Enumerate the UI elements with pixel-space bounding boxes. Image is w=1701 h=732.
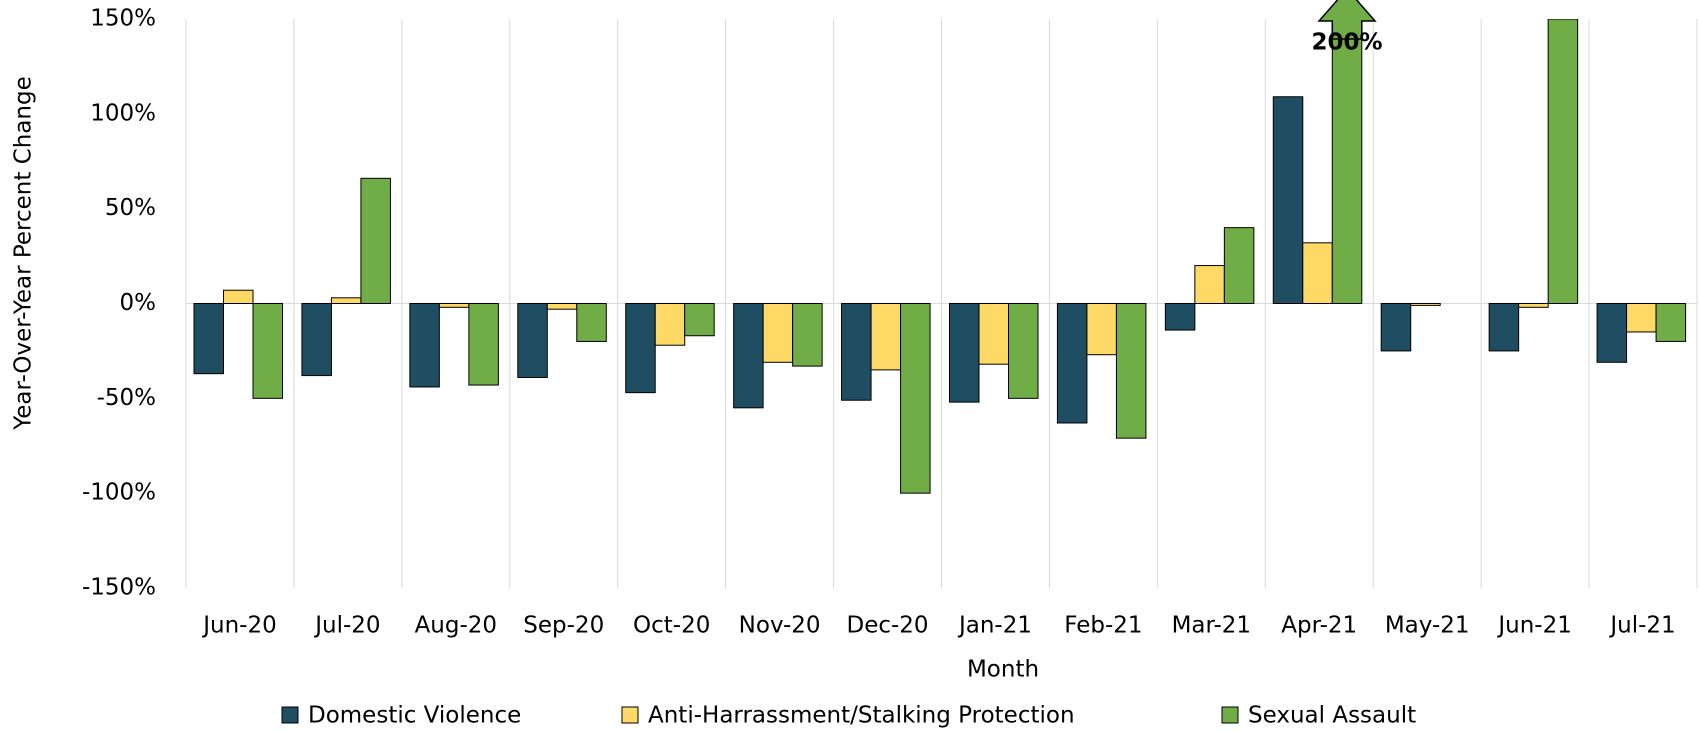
y-tick-label: 0% <box>120 290 157 316</box>
bar <box>1008 303 1039 399</box>
bar <box>1410 303 1441 306</box>
x-tick-label: Jan-21 <box>957 613 1032 639</box>
bar <box>576 303 607 342</box>
x-tick-label: May-21 <box>1385 613 1470 639</box>
bar <box>1086 303 1117 356</box>
bar <box>1331 19 1363 305</box>
bar <box>1380 303 1412 352</box>
legend-swatch <box>281 706 299 724</box>
y-tick-label: -50% <box>97 385 156 411</box>
bar <box>1488 303 1520 352</box>
bar <box>978 303 1009 365</box>
bar <box>223 289 254 304</box>
bar <box>654 303 686 346</box>
bar <box>1302 242 1333 305</box>
bar <box>1518 303 1549 308</box>
x-tick-label: Apr-21 <box>1281 613 1357 639</box>
x-tick-label: Nov-20 <box>739 613 821 639</box>
bar <box>733 303 764 409</box>
x-tick-label: Jul-20 <box>313 613 380 639</box>
x-tick-label: Aug-20 <box>415 613 497 639</box>
bar <box>625 303 656 394</box>
bar <box>1596 303 1628 363</box>
y-tick-label: -150% <box>82 575 156 601</box>
bar <box>1164 303 1196 331</box>
bar <box>792 303 823 367</box>
x-tick-label: Jul-21 <box>1608 613 1675 639</box>
bar <box>1056 303 1088 424</box>
bar <box>330 297 362 304</box>
bar <box>949 303 980 403</box>
bar <box>409 303 440 388</box>
bar <box>193 303 224 375</box>
legend-swatch <box>1221 706 1239 724</box>
y-tick-label: -100% <box>82 480 156 506</box>
legend-label: Sexual Assault <box>1248 703 1416 729</box>
bar <box>1115 303 1147 439</box>
bar <box>517 303 548 378</box>
x-tick-label: Oct-20 <box>633 613 710 639</box>
bar <box>900 303 931 494</box>
bar <box>841 303 872 401</box>
x-tick-label: Feb-21 <box>1064 613 1142 639</box>
bar <box>684 303 715 337</box>
x-tick-label: Sep-20 <box>523 613 604 639</box>
x-tick-label: Mar-21 <box>1172 613 1252 639</box>
bar <box>468 303 499 386</box>
y-tick-label: 100% <box>90 100 156 126</box>
bar <box>301 303 332 377</box>
x-tick-label: Jun-21 <box>1496 613 1572 639</box>
bar <box>1194 265 1225 305</box>
bar <box>252 303 283 399</box>
bar <box>1655 303 1687 342</box>
bar <box>1547 19 1579 304</box>
y-axis-label: Year-Over-Year Percent Change <box>11 76 37 431</box>
data-label: 200% <box>1312 30 1383 56</box>
bar <box>546 303 578 310</box>
x-tick-label: Jun-20 <box>201 613 277 639</box>
bar <box>360 177 391 305</box>
legend-label: Domestic Violence <box>308 703 521 729</box>
plot-area <box>193 19 1687 494</box>
legend-label: Anti-Harrassment/Stalking Protection <box>648 703 1075 729</box>
x-axis-label: Month <box>967 657 1039 683</box>
y-tick-label: 150% <box>90 6 156 32</box>
bar <box>1626 303 1657 333</box>
overflow-arrow <box>1317 0 1377 40</box>
legend-swatch <box>621 706 639 724</box>
y-tick-label: 50% <box>105 195 156 221</box>
bar <box>1223 227 1255 304</box>
bar <box>762 303 794 363</box>
bar <box>1272 96 1304 304</box>
bar <box>870 303 902 371</box>
bar <box>438 303 470 308</box>
x-tick-label: Dec-20 <box>846 613 928 639</box>
